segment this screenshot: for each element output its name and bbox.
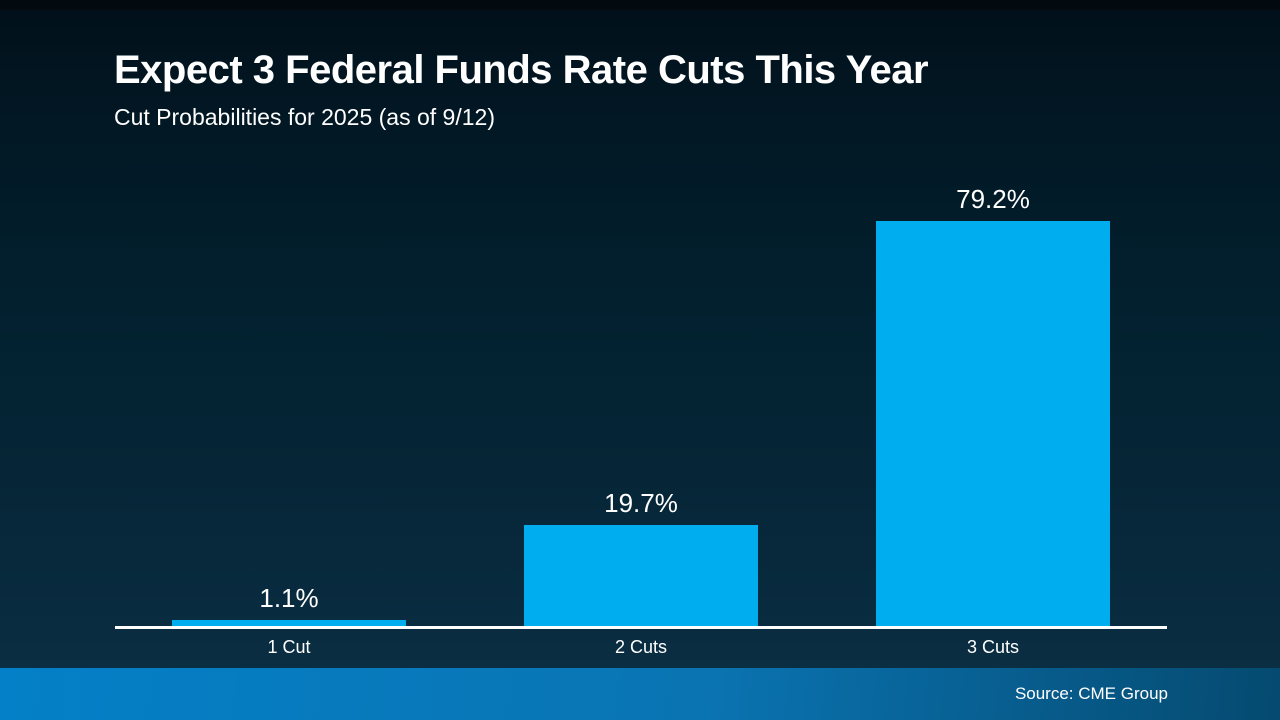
bar-column: 19.7% (524, 489, 758, 626)
bar (524, 525, 758, 626)
footer-bar: Source: CME Group (0, 668, 1280, 720)
top-strip (0, 0, 1280, 10)
category-label: 1 Cut (267, 637, 311, 657)
bar-column: 1.1% (172, 584, 406, 626)
category-label: 3 Cuts (966, 637, 1020, 657)
value-label: 19.7% (604, 488, 678, 519)
source-label: Source: CME Group (1014, 684, 1168, 703)
value-label: 79.2% (956, 184, 1030, 215)
x-axis-line (115, 626, 1167, 629)
category-label: 2 Cuts (614, 637, 668, 657)
category-labels-row: 1 Cut 2 Cuts 3 Cuts (115, 637, 1167, 658)
bar-column: 79.2% (876, 185, 1110, 626)
chart-title: Expect 3 Federal Funds Rate Cuts This Ye… (114, 48, 929, 92)
bars-row: 1.1% 19.7% 79.2% (115, 185, 1167, 626)
value-label: 1.1% (259, 583, 319, 614)
bar-chart: 1.1% 19.7% 79.2% 1 Cut 2 Cuts 3 Cuts (115, 185, 1167, 658)
bar (876, 221, 1110, 626)
chart-subtitle: Cut Probabilities for 2025 (as of 9/12) (114, 104, 495, 130)
bar (172, 620, 406, 626)
